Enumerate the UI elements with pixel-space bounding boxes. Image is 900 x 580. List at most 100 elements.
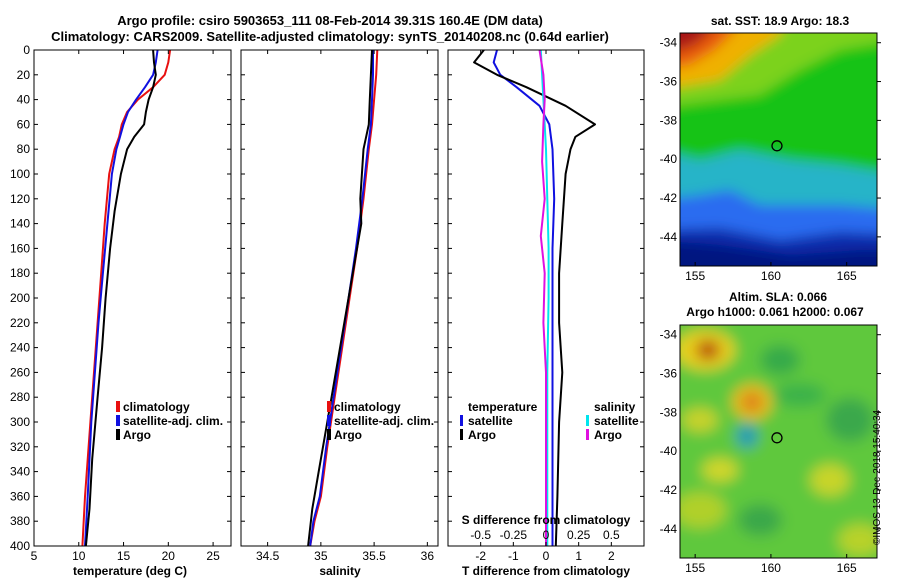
x-tick-label: 25 [206, 549, 220, 563]
legend-swatch-satellite-adj [327, 415, 331, 426]
x-tick-label: 1 [575, 549, 582, 563]
legend-swatch-s-satellite [586, 415, 589, 426]
legend-swatch-s-argo [586, 429, 589, 440]
timestamp: ©IMOS 13-Dec-2018 15:40:34 [872, 409, 883, 545]
s-difference-label: S difference from climatology [462, 513, 631, 527]
legend-label-satellite-adj: satellite-adj. clim. [123, 414, 223, 428]
map-y-tick-label: -42 [660, 191, 678, 205]
difference-panel: -2 -1 0 1 2 -0.5 -0.25 0 0.25 0.5 S difference f… [447, 49, 645, 578]
x-tick-label: 34.5 [256, 549, 280, 563]
legend-label-argo: Argo [334, 428, 362, 442]
legend-title-temperature: temperature [468, 400, 538, 414]
legend-swatch-argo [327, 429, 331, 440]
map-x-tick-label: 155 [685, 561, 705, 575]
s-x-tick-label: 0.5 [603, 528, 620, 542]
y-tick-label: 240 [10, 341, 30, 355]
y-tick-label: 400 [10, 539, 30, 553]
s-x-tick-label: 0.25 [567, 528, 591, 542]
legend-swatch-t-argo [460, 429, 463, 440]
salinity-panel: 34.5 35 35.5 36 salinity climatology satell… [240, 49, 439, 578]
map-y-tick-label: -44 [660, 522, 678, 536]
legend-label-s-argo: Argo [594, 428, 622, 442]
argo-location-marker [771, 140, 783, 152]
difference-series [473, 50, 596, 546]
x-tick-label: -1 [508, 549, 519, 563]
argo-location-marker [771, 432, 783, 444]
y-tick-label: 20 [17, 68, 31, 82]
y-tick-label: 220 [10, 316, 30, 330]
y-tick-label: 260 [10, 365, 30, 379]
x-tick-label: 2 [608, 549, 615, 563]
series-line-argo [84, 50, 157, 546]
legend-label-climatology: climatology [334, 400, 401, 414]
sla-map-panel: Altim. SLA: 0.066 Argo h1000: 0.061 h200… [660, 290, 881, 575]
legend-swatch-climatology [116, 401, 120, 412]
y-tick-label: 60 [17, 117, 31, 131]
temperature-panel: 0 20 40 60 80 100 120 140 160 180 200 220 240 260 280 3… [10, 43, 232, 578]
legend-label-climatology: climatology [123, 400, 190, 414]
map-y-tick-label: -38 [660, 113, 678, 127]
map-x-tick-label: 155 [685, 269, 705, 283]
page-title-line-1: Argo profile: csiro 5903653_111 08-Feb-2… [117, 13, 543, 28]
sla-map-ticks: 155 160 165 -34 -36 -38 -40 -42 -44 [660, 328, 881, 575]
salinity-x-label: salinity [319, 564, 361, 578]
x-tick-label: 10 [72, 549, 86, 563]
x-tick-label: 36 [421, 549, 435, 563]
legend-swatch-satellite-adj [116, 415, 120, 426]
sst-field [680, 33, 877, 266]
y-tick-label: 320 [10, 440, 30, 454]
map-x-tick-label: 165 [837, 269, 857, 283]
y-tick-label: 380 [10, 514, 30, 528]
y-tick-label: 360 [10, 489, 30, 503]
y-tick-label: 300 [10, 415, 30, 429]
sst-map-ticks: 155 160 165 -34 -36 -38 -40 -42 -44 [660, 36, 881, 283]
map-y-tick-label: -34 [660, 328, 678, 342]
temperature-series [81, 50, 172, 546]
map-y-tick-label: -34 [660, 36, 678, 50]
sst-map-frame [679, 32, 878, 267]
t-difference-label: T difference from climatology [462, 564, 630, 578]
legend-label-t-argo: Argo [468, 428, 496, 442]
temperature-legend: climatology satellite-adj. clim. Argo [116, 400, 223, 442]
salinity-series [307, 50, 379, 546]
map-x-tick-label: 165 [837, 561, 857, 575]
x-tick-label: 0 [543, 549, 550, 563]
legend-label-t-satellite: satellite [468, 414, 513, 428]
salinity-axes-frame [240, 49, 439, 547]
sst-map-title: sat. SST: 18.9 Argo: 18.3 [711, 14, 850, 28]
s-x-tick-label: 0 [543, 528, 550, 542]
page-title-line-2: Climatology: CARS2009. Satellite-adjuste… [51, 29, 609, 44]
y-tick-label: 40 [17, 93, 31, 107]
y-tick-label: 80 [17, 142, 31, 156]
map-y-tick-label: -38 [660, 405, 678, 419]
salinity-difference-ticks: -0.5 -0.25 0 0.25 0.5 [470, 528, 620, 542]
series-line-salinity-argo [538, 50, 547, 546]
salinity-depth-ticks [241, 49, 438, 547]
sla-map-title: Altim. SLA: 0.066 [729, 290, 827, 304]
temperature-depth-ticks: 0 20 40 60 80 100 120 140 160 180 200 220 240 260 280 3… [10, 43, 231, 553]
series-line-satellite-adj-clim- [84, 50, 159, 546]
salinity-x-ticks: 34.5 35 35.5 36 [256, 50, 434, 563]
y-tick-label: 340 [10, 465, 30, 479]
series-line-argo [307, 50, 373, 546]
y-tick-label: 140 [10, 217, 30, 231]
y-tick-label: 180 [10, 266, 30, 280]
y-tick-label: 160 [10, 241, 30, 255]
sst-map-panel: sat. SST: 18.9 Argo: 18.3 155 160 165 -34 -3… [660, 14, 881, 283]
x-tick-label: 35.5 [362, 549, 386, 563]
y-tick-label: 120 [10, 192, 30, 206]
series-line-climatology [81, 50, 172, 546]
legend-label-s-satellite: satellite [594, 414, 639, 428]
difference-legend: temperature satellite Argo salinity sate… [460, 400, 639, 442]
series-line-temperature-argo [473, 50, 596, 546]
salinity-legend: climatology satellite-adj. clim. Argo [327, 400, 434, 442]
y-tick-label: 280 [10, 390, 30, 404]
x-tick-label: 15 [117, 549, 131, 563]
map-x-tick-label: 160 [761, 269, 781, 283]
y-tick-label: 200 [10, 291, 30, 305]
y-tick-label: 0 [23, 43, 30, 57]
x-tick-label: 20 [162, 549, 176, 563]
map-y-tick-label: -40 [660, 152, 678, 166]
difference-x-ticks: -2 -1 0 1 2 [475, 50, 615, 563]
